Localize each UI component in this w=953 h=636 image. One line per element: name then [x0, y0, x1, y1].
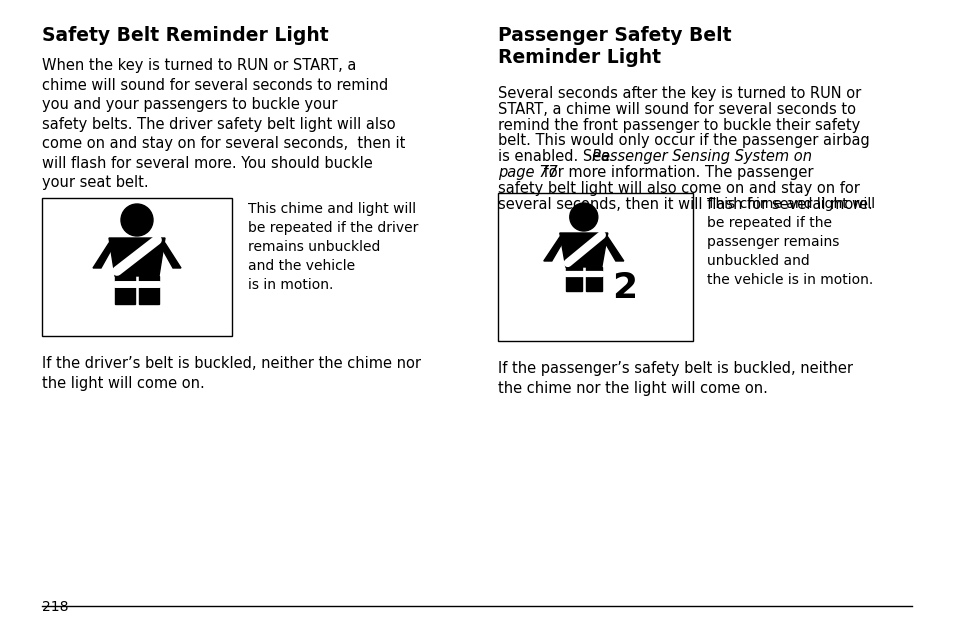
- Text: remind the front passenger to buckle their safety: remind the front passenger to buckle the…: [497, 118, 860, 132]
- Polygon shape: [601, 237, 623, 261]
- Text: Safety Belt Reminder Light: Safety Belt Reminder Light: [42, 26, 328, 45]
- Text: If the driver’s belt is buckled, neither the chime nor
the light will come on.: If the driver’s belt is buckled, neither…: [42, 356, 420, 391]
- Polygon shape: [109, 238, 165, 276]
- Polygon shape: [115, 276, 135, 304]
- Text: If the passenger’s safety belt is buckled, neither
the chime nor the light will : If the passenger’s safety belt is buckle…: [497, 361, 852, 396]
- Circle shape: [121, 204, 152, 236]
- Bar: [497, 193, 692, 341]
- Polygon shape: [159, 243, 181, 268]
- Text: is enabled. See: is enabled. See: [497, 149, 615, 164]
- Polygon shape: [585, 267, 601, 291]
- Text: This chime and light will
be repeated if the driver
remains unbuckled
and the ve: This chime and light will be repeated if…: [248, 202, 418, 292]
- Text: Reminder Light: Reminder Light: [497, 48, 660, 67]
- Text: 2: 2: [611, 271, 637, 305]
- Text: When the key is turned to RUN or START, a
chime will sound for several seconds t: When the key is turned to RUN or START, …: [42, 58, 405, 190]
- Polygon shape: [559, 233, 607, 267]
- Bar: [42, 198, 232, 336]
- Text: page 77: page 77: [497, 165, 558, 180]
- Polygon shape: [92, 243, 115, 268]
- Circle shape: [569, 203, 598, 231]
- Text: for more information. The passenger: for more information. The passenger: [538, 165, 813, 180]
- Text: START, a chime will sound for several seconds to: START, a chime will sound for several se…: [497, 102, 855, 117]
- Text: 218: 218: [42, 600, 69, 614]
- Text: belt. This would only occur if the passenger airbag: belt. This would only occur if the passe…: [497, 134, 869, 148]
- Text: several seconds, then it will flash for several more.: several seconds, then it will flash for …: [497, 197, 872, 212]
- Polygon shape: [139, 276, 159, 304]
- Polygon shape: [543, 237, 565, 261]
- Text: Passenger Safety Belt: Passenger Safety Belt: [497, 26, 731, 45]
- Text: This chime and light will
be repeated if the
passenger remains
unbuckled and
the: This chime and light will be repeated if…: [706, 197, 874, 287]
- Text: Passenger Sensing System on: Passenger Sensing System on: [591, 149, 811, 164]
- Text: safety belt light will also come on and stay on for: safety belt light will also come on and …: [497, 181, 859, 196]
- Polygon shape: [565, 267, 581, 291]
- Text: Several seconds after the key is turned to RUN or: Several seconds after the key is turned …: [497, 86, 861, 101]
